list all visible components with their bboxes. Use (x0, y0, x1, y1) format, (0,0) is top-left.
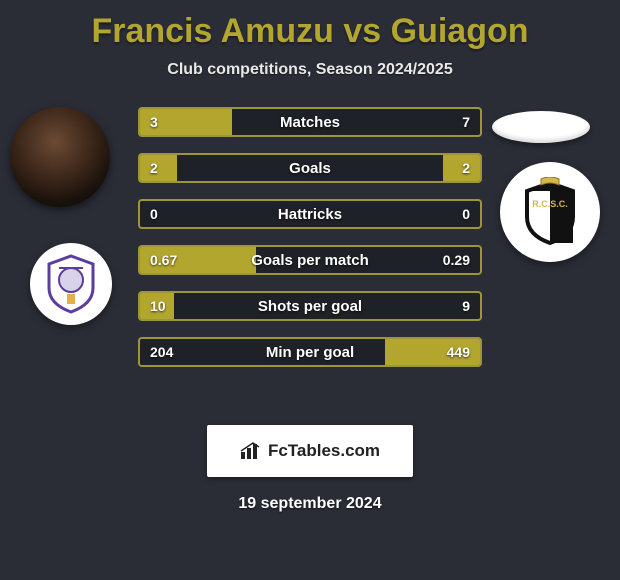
anderlecht-crest-icon (45, 254, 97, 314)
stat-value-right: 0 (462, 201, 470, 227)
stat-value-left: 204 (150, 339, 173, 365)
stat-value-left: 0.67 (150, 247, 177, 273)
stat-value-left: 3 (150, 109, 158, 135)
comparison-stage: R.C.S.C. 37Matches22Goals00Hattricks0.67… (0, 107, 620, 407)
stat-bar-left (140, 155, 177, 181)
stat-bars: 37Matches22Goals00Hattricks0.670.29Goals… (138, 107, 482, 383)
fctables-label: FcTables.com (268, 441, 380, 461)
stat-row: 37Matches (138, 107, 482, 137)
player-photo-right-placeholder (492, 111, 590, 143)
stat-row: 0 0Hattricks (138, 199, 482, 229)
stat-value-right: 7 (462, 109, 470, 135)
stat-value-right: 0.29 (443, 247, 470, 273)
svg-text:R.C.S.C.: R.C.S.C. (532, 199, 568, 209)
stat-label: Hattricks (140, 201, 480, 227)
stat-value-left: 10 (150, 293, 166, 319)
stat-value-left: 0 (150, 201, 158, 227)
page-title: Francis Amuzu vs Guiagon (0, 0, 620, 51)
subtitle: Club competitions, Season 2024/2025 (0, 61, 620, 79)
charleroi-crest-icon: R.C.S.C. (521, 177, 579, 247)
stat-value-right: 2 (462, 155, 470, 181)
club-badge-left (30, 243, 112, 325)
stat-row: 0.670.29Goals per match (138, 245, 482, 275)
stat-value-right: 449 (447, 339, 470, 365)
date: 19 september 2024 (0, 495, 620, 513)
stat-label: Goals (140, 155, 480, 181)
stat-label: Shots per goal (140, 293, 480, 319)
stat-value-left: 2 (150, 155, 158, 181)
stat-row: 2 2Goals (138, 153, 482, 183)
player-photo-left (10, 107, 110, 207)
stat-row: 204449Min per goal (138, 337, 482, 367)
chart-icon (240, 442, 262, 460)
fctables-badge[interactable]: FcTables.com (207, 425, 413, 477)
stat-value-right: 9 (462, 293, 470, 319)
stat-row: 10 9Shots per goal (138, 291, 482, 321)
club-badge-right: R.C.S.C. (500, 162, 600, 262)
